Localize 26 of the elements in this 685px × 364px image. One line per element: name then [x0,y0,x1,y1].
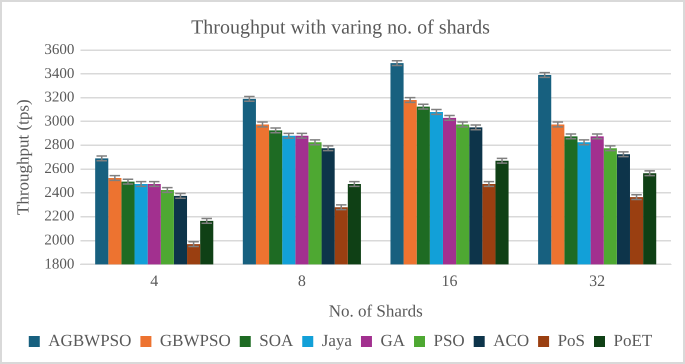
legend-label: ACO [493,330,530,350]
y-tick-label: 1800 [44,256,74,272]
y-tick-label: 2000 [44,232,74,249]
y-tick-label: 2600 [44,161,74,178]
legend-label: AGBWPSO [48,330,132,350]
y-tick-label: 2200 [44,208,74,225]
y-tick-label: 3000 [44,113,74,130]
x-tick-label: 8 [298,273,306,290]
x-tick-label: 16 [442,273,458,290]
legend-label: Jaya [322,330,352,350]
y-tick-label: 2800 [44,137,74,154]
legend-label: PoET [614,330,653,350]
y-tick-label: 3600 [44,42,74,58]
legend-label: GA [380,330,406,350]
y-axis-title: Throughput (tps) [14,99,33,216]
x-tick-label: 4 [150,273,158,290]
legend-label: SOA [259,330,294,350]
x-axis-title: No. of Shards [328,301,423,320]
legend-label: PoS [558,330,586,350]
chart-title: Throughput with varing no. of shards [191,16,490,38]
y-tick-label: 2400 [44,184,74,201]
x-tick-label: 32 [589,273,606,290]
y-tick-label: 3400 [44,66,74,82]
y-tick-label: 3200 [44,90,74,106]
legend-label: GBWPSO [160,330,231,350]
legend-label: PSO [434,330,465,350]
